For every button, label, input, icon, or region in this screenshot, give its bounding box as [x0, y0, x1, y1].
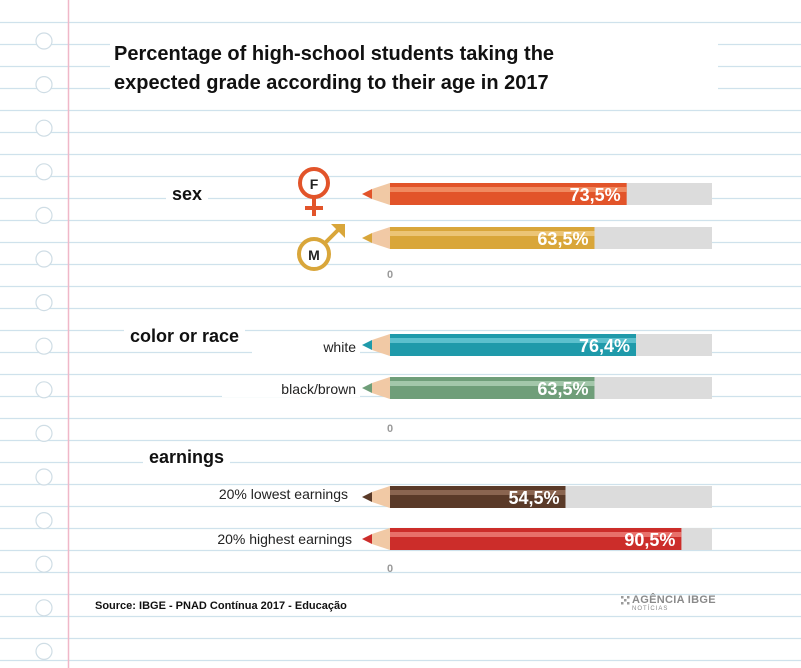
pencil-wood-tip: [372, 183, 390, 205]
binder-hole: [35, 337, 53, 355]
bar-value-label: 54,5%: [508, 488, 559, 508]
binder-hole: [35, 75, 53, 94]
bar-value-label: 76,4%: [579, 336, 630, 356]
axis-tick-label: 0: [387, 423, 393, 435]
axis-tick-label: 0: [387, 563, 393, 575]
male-icon-ring: [297, 237, 331, 271]
binder-hole: [35, 32, 53, 50]
category-label-lowest-earnings: 20% lowest earnings: [140, 486, 352, 502]
pencil-wood-tip: [372, 486, 390, 508]
ibge-logo-square: [627, 596, 630, 599]
chart-title: Percentage of high-school students takin…: [110, 40, 718, 98]
ibge-logo-square: [624, 599, 627, 602]
group-label-sex: sex: [166, 184, 209, 205]
bar-highlight-stripe: [390, 532, 682, 537]
pencil-lead-tip: [362, 233, 372, 243]
binder-hole: [35, 163, 53, 181]
category-label-black-brown: black/brown: [222, 381, 360, 397]
binder-hole: [35, 294, 53, 312]
bar-highlight-stripe: [390, 187, 627, 192]
pencil-wood-tip: [372, 377, 390, 399]
pencil-wood-tip: [372, 227, 390, 249]
binder-hole: [35, 555, 53, 573]
bar-highlight-stripe: [390, 338, 637, 343]
ibge-logo-square: [627, 602, 630, 605]
pencil-lead-tip: [362, 383, 372, 393]
source-note: Source: IBGE - PNAD Contínua 2017 - Educ…: [95, 600, 347, 612]
bar-highlight-stripe: [390, 381, 595, 386]
bar-value-label: 73,5%: [570, 185, 621, 205]
female-icon: F: [298, 167, 330, 216]
logo-subtitle: NOTÍCIAS: [632, 606, 669, 612]
title-line-1: Percentage of high-school students takin…: [114, 43, 555, 65]
binder-hole: [35, 381, 53, 399]
group-label-color-race: color or race: [124, 326, 246, 347]
logo-name: AGÊNCIA IBGE: [632, 594, 716, 606]
bar-value-label: 63,5%: [537, 229, 588, 249]
bar-highlight-stripe: [390, 490, 566, 495]
binder-hole: [35, 511, 53, 530]
pencil-lead-tip: [362, 534, 372, 544]
category-label-highest-earnings: 20% highest earnings: [140, 531, 356, 547]
ibge-logo-square: [621, 596, 624, 599]
pencil-lead-tip: [362, 492, 372, 502]
male-icon: M: [297, 224, 345, 271]
agencia-ibge-logo: AGÊNCIA IBGE NOTÍCIAS: [632, 594, 716, 612]
binder-hole: [35, 206, 53, 224]
binder-hole: [35, 468, 53, 486]
ibge-logo-mark: [621, 596, 630, 605]
binder-hole: [35, 250, 53, 268]
bar-highlight-stripe: [390, 231, 595, 236]
pencil-lead-tip: [362, 189, 372, 199]
bar-value-label: 90,5%: [624, 530, 675, 550]
title-line-2: expected grade according to their age in…: [114, 72, 549, 94]
female-icon-letter: F: [310, 176, 319, 192]
group-label-earnings: earnings: [143, 447, 231, 468]
axis-tick-label: 0: [387, 269, 393, 281]
binder-hole: [35, 119, 53, 137]
male-icon-letter: M: [308, 247, 320, 263]
ibge-logo-square: [621, 602, 624, 605]
pencil-wood-tip: [372, 334, 390, 356]
pencil-lead-tip: [362, 340, 372, 350]
bar-value-label: 63,5%: [537, 379, 588, 399]
binder-hole: [35, 424, 53, 442]
binder-hole: [35, 599, 53, 617]
pencil-wood-tip: [372, 528, 390, 550]
binder-hole: [35, 642, 53, 661]
male-icon-arrowhead: [331, 224, 345, 238]
category-label-white: white: [252, 339, 360, 355]
